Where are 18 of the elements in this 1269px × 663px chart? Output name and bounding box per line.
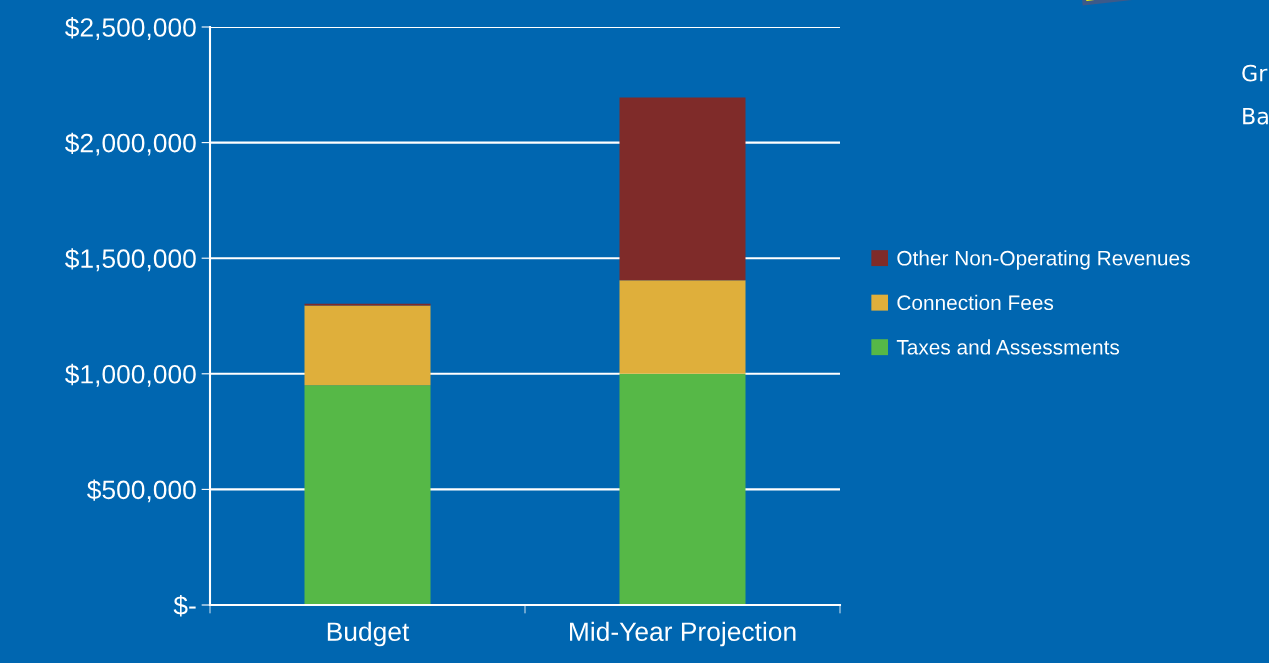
text: Gr [1242,64,1268,82]
bar [619,280,746,374]
bar [619,373,746,605]
x-tick-label: Budget [327,621,410,647]
y-tick-label: $1,000,000 [65,363,196,387]
y-tick-label: $500,000 [87,479,196,503]
legend-label: Connection Fees [897,294,1054,311]
bar [304,305,431,386]
legend-label: Taxes and Assessments [896,339,1120,355]
bar [304,385,431,605]
text: Ba [1243,107,1268,125]
bar [619,97,746,281]
legend-label: Other Non-Operating Revenues [897,250,1190,270]
y-tick-label: $2,500,000 [65,17,196,40]
y-tick-label: $1,500,000 [65,248,196,272]
y-tick-label: $2,000,000 [65,132,196,156]
x-tick-label: Mid-Year Projection [570,621,796,647]
y-tick-label: $- [173,595,196,617]
